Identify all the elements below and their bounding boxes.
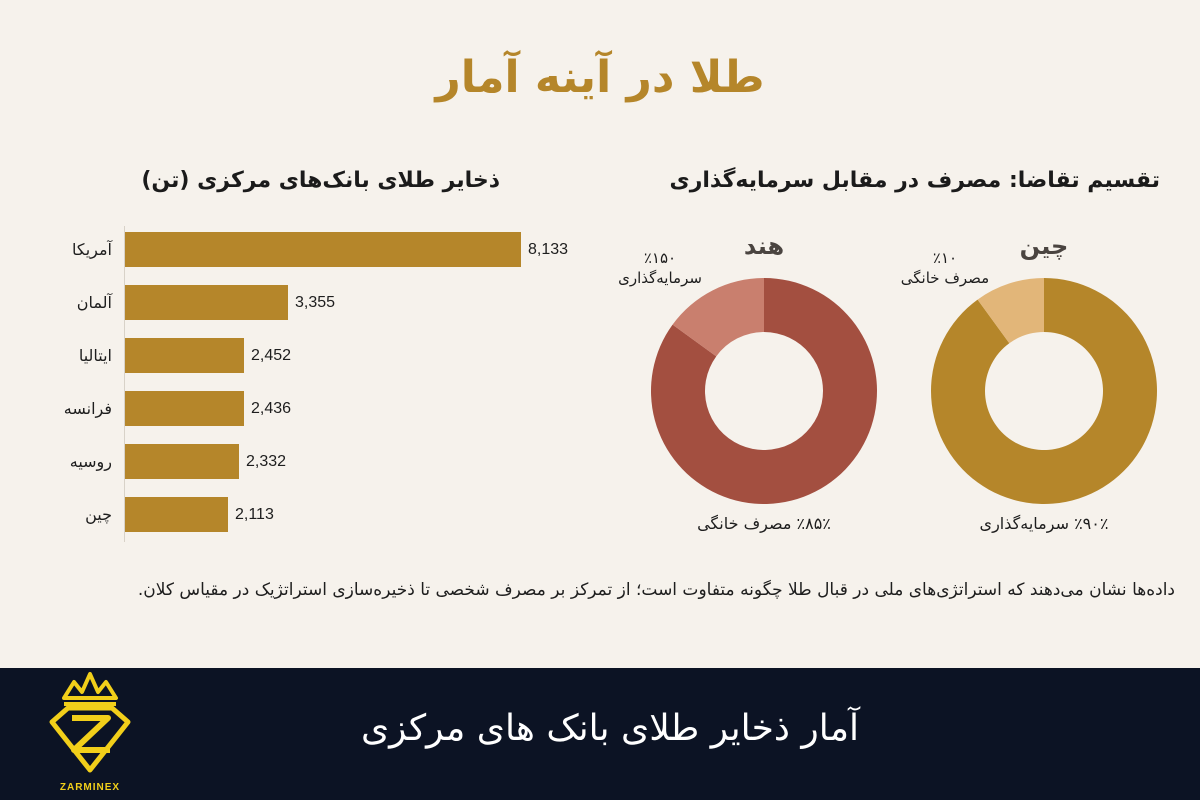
crown-diamond-z-logo-icon xyxy=(49,672,131,773)
footer-banner: ZARMINEX آمار ذخایر طلای بانک های مرکزی xyxy=(0,668,1200,800)
bar-row: آمریکا 8,133 xyxy=(0,232,640,267)
india-consumption-label: ٪۸۵٪ مصرف خانگی xyxy=(697,514,831,533)
bar-row: روسیه 2,332 xyxy=(0,444,640,479)
bar-value-label: 2,452 xyxy=(251,347,292,364)
bar xyxy=(125,444,239,479)
bar-row: چین 2,113 xyxy=(0,497,640,532)
india-donut-slice-1 xyxy=(672,278,764,357)
bar-category-label: ایتالیا xyxy=(78,346,112,365)
page-title: طلا در آینه آمار xyxy=(435,52,765,103)
bar-value-label: 2,113 xyxy=(235,506,274,523)
bar-value-label: 2,436 xyxy=(251,400,292,417)
india-donut-title: هند xyxy=(743,232,785,260)
china-investment-label: ٪۹۰٪ سرمایه‌گذاری xyxy=(979,514,1109,533)
y-axis-line xyxy=(124,226,125,542)
bar xyxy=(125,338,244,373)
bar-row: فرانسه 2,436 xyxy=(0,391,640,426)
bar-chart: آمریکا 8,133 آلمان 3,355 ایتالیا 2,452 فرانسه 2… xyxy=(0,220,640,550)
footnote-text: داده‌ها نشان می‌دهند که استراتژی‌های ملی… xyxy=(137,580,1175,600)
bar-value-label: 2,332 xyxy=(246,453,287,470)
bar-category-label: آمریکا xyxy=(71,240,112,259)
donut-chart-title: تقسیم تقاضا: مصرف در مقابل سرمایه‌گذاری xyxy=(669,168,1160,193)
bar xyxy=(125,497,228,532)
logo-text: ZARMINEX xyxy=(59,782,121,793)
china-consumption-label: ٪۱۰ مصرف خانگی xyxy=(885,248,1005,288)
bar-category-label: فرانسه xyxy=(63,399,112,418)
bar-category-label: روسیه xyxy=(69,452,112,471)
china-donut-title: چین xyxy=(1019,232,1069,260)
bar-category-label: آلمان xyxy=(76,293,112,312)
footer-title: آمار ذخایر طلای بانک های مرکزی xyxy=(361,708,859,749)
bar-category-label: چین xyxy=(85,505,112,524)
china-consumption-pct: ٪۱۰ xyxy=(932,249,958,267)
bar-value-label: 8,133 xyxy=(528,241,569,258)
bar-chart-title: ذخایر طلای بانک‌های مرکزی (تن) xyxy=(141,168,500,193)
bar xyxy=(125,232,521,267)
china-consumption-text: مصرف خانگی xyxy=(900,269,990,287)
bar xyxy=(125,391,244,426)
bar-value-label: 3,355 xyxy=(295,294,336,311)
bar-row: ایتالیا 2,452 xyxy=(0,338,640,373)
zarminex-logo: ZARMINEX xyxy=(30,670,150,798)
india-donut-slice-0 xyxy=(650,278,877,504)
china-donut-slice-0 xyxy=(931,278,1157,505)
china-donut-slice-1 xyxy=(977,278,1044,344)
bar-row: آلمان 3,355 xyxy=(0,285,640,320)
bar xyxy=(125,285,288,320)
